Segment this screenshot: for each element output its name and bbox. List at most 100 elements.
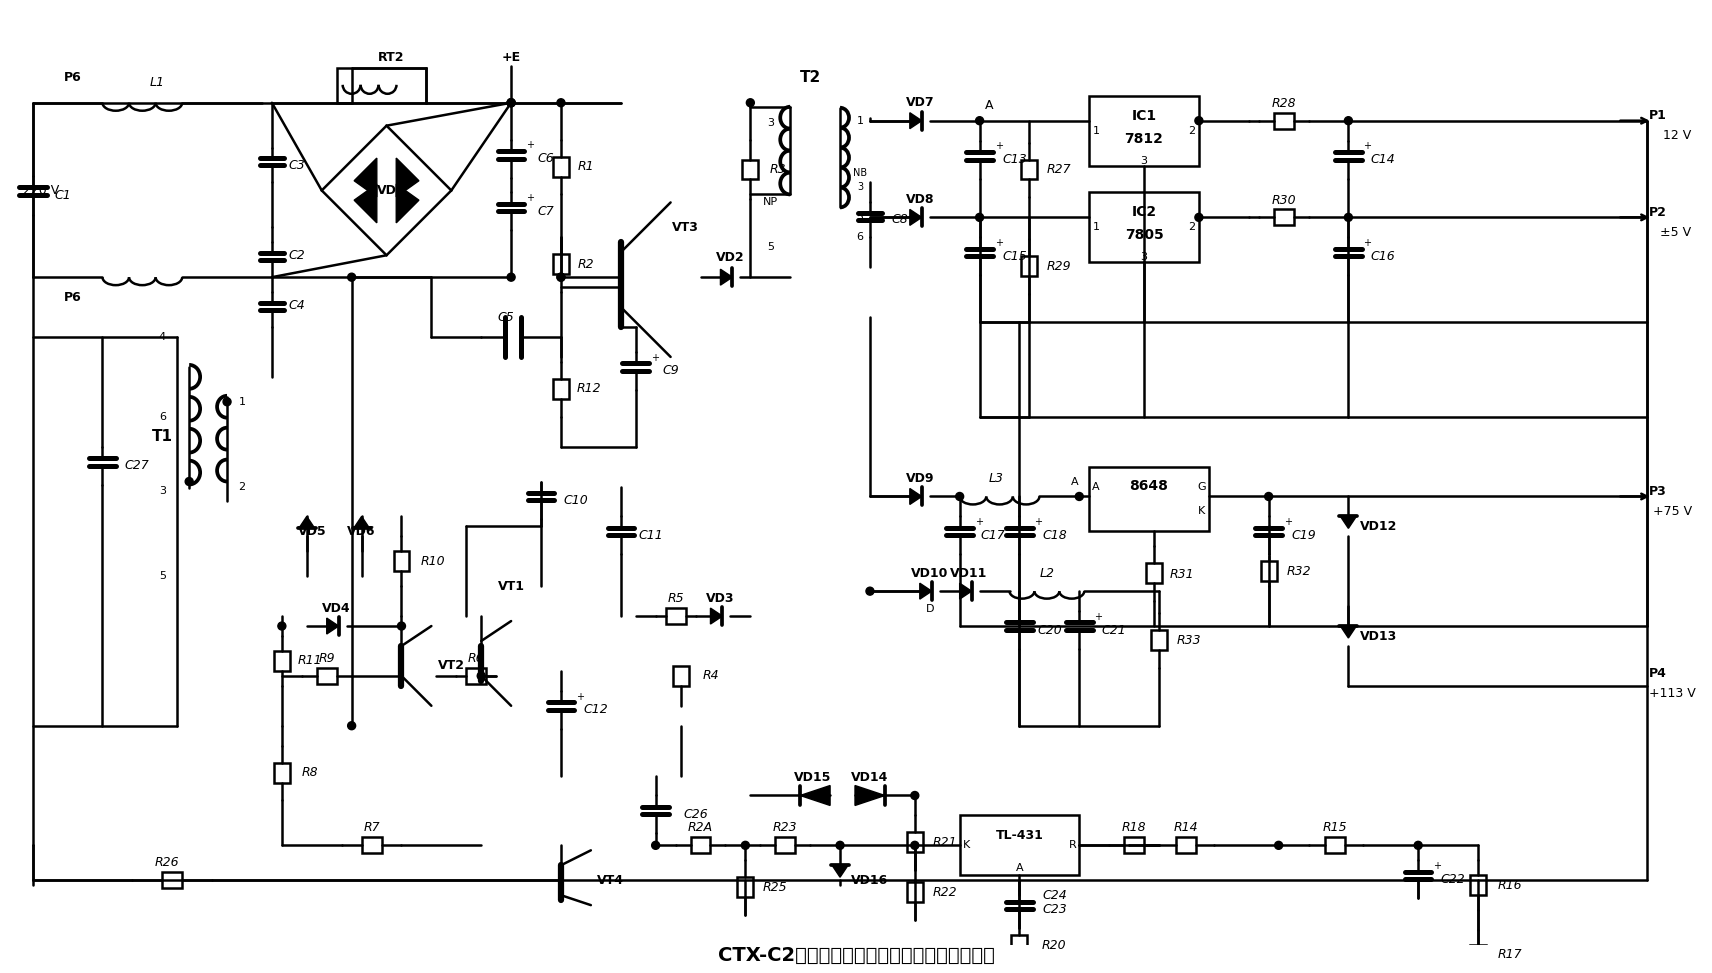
Text: C11: C11 bbox=[639, 529, 663, 542]
Text: R4: R4 bbox=[702, 669, 719, 682]
Text: R12: R12 bbox=[577, 382, 601, 395]
Text: L2: L2 bbox=[1039, 566, 1055, 580]
Text: R17: R17 bbox=[1498, 949, 1522, 961]
Text: C8: C8 bbox=[892, 213, 909, 226]
Text: R5: R5 bbox=[668, 592, 683, 604]
Text: A: A bbox=[1092, 482, 1101, 491]
Text: 2: 2 bbox=[238, 482, 245, 491]
Text: VD15: VD15 bbox=[793, 771, 830, 784]
Text: VD14: VD14 bbox=[851, 771, 889, 784]
Text: VD3: VD3 bbox=[705, 592, 734, 604]
Text: R33: R33 bbox=[1176, 633, 1202, 646]
Circle shape bbox=[746, 99, 755, 107]
Bar bbox=[960, 815, 1079, 876]
Text: R21: R21 bbox=[933, 836, 957, 848]
Bar bbox=[466, 667, 486, 684]
Text: VD9: VD9 bbox=[906, 472, 935, 485]
Text: K: K bbox=[964, 841, 971, 850]
Text: C26: C26 bbox=[683, 808, 707, 821]
Text: R28: R28 bbox=[1272, 97, 1296, 110]
Text: C10: C10 bbox=[563, 494, 589, 507]
Text: 5: 5 bbox=[767, 242, 774, 252]
Text: +75 V: +75 V bbox=[1652, 505, 1691, 518]
Text: +E: +E bbox=[502, 52, 520, 64]
Bar bbox=[1274, 209, 1294, 226]
Text: K: K bbox=[1198, 506, 1205, 517]
Polygon shape bbox=[395, 184, 419, 223]
Polygon shape bbox=[721, 270, 733, 285]
Polygon shape bbox=[300, 517, 315, 528]
Text: 1: 1 bbox=[856, 116, 863, 126]
Text: 3: 3 bbox=[159, 486, 166, 496]
Text: 2: 2 bbox=[1188, 126, 1195, 135]
Text: C6: C6 bbox=[538, 152, 555, 165]
Circle shape bbox=[1265, 492, 1272, 500]
Bar bbox=[553, 254, 568, 274]
Text: R30: R30 bbox=[1272, 194, 1296, 207]
Text: A: A bbox=[1070, 477, 1079, 486]
Polygon shape bbox=[395, 158, 419, 197]
Text: TL-431: TL-431 bbox=[996, 829, 1043, 842]
Polygon shape bbox=[854, 785, 885, 806]
Text: R23: R23 bbox=[772, 821, 798, 834]
Text: VD1: VD1 bbox=[377, 184, 406, 197]
Circle shape bbox=[507, 99, 515, 107]
Bar bbox=[361, 838, 382, 853]
Polygon shape bbox=[909, 209, 921, 226]
Text: C2: C2 bbox=[288, 249, 305, 262]
Text: 3: 3 bbox=[767, 118, 774, 127]
Text: R29: R29 bbox=[1048, 260, 1072, 272]
Text: D: D bbox=[926, 604, 935, 614]
Text: C18: C18 bbox=[1043, 529, 1067, 542]
Text: 5: 5 bbox=[159, 571, 166, 581]
Circle shape bbox=[1195, 117, 1204, 125]
Text: C15: C15 bbox=[1002, 250, 1027, 263]
Text: 4: 4 bbox=[159, 332, 166, 342]
Text: R15: R15 bbox=[1323, 821, 1347, 834]
Text: 2: 2 bbox=[1188, 223, 1195, 233]
Bar bbox=[1089, 193, 1198, 263]
Text: C7: C7 bbox=[538, 205, 555, 218]
Bar bbox=[673, 666, 688, 686]
Text: 6: 6 bbox=[856, 233, 863, 242]
Bar bbox=[1089, 467, 1209, 531]
Text: +: + bbox=[974, 517, 983, 527]
Text: R2: R2 bbox=[577, 258, 594, 270]
Text: R31: R31 bbox=[1169, 567, 1195, 581]
Text: +: + bbox=[995, 238, 1003, 248]
Text: VT4: VT4 bbox=[597, 874, 625, 886]
Bar bbox=[274, 651, 289, 671]
Bar bbox=[1125, 838, 1144, 853]
Text: NB: NB bbox=[853, 167, 866, 177]
Circle shape bbox=[1344, 213, 1352, 222]
Text: +: + bbox=[995, 141, 1003, 152]
Text: VD16: VD16 bbox=[851, 874, 889, 886]
Text: VD4: VD4 bbox=[322, 601, 351, 615]
Bar bbox=[1471, 945, 1486, 965]
Polygon shape bbox=[1340, 517, 1356, 528]
Circle shape bbox=[976, 117, 984, 125]
Circle shape bbox=[911, 791, 919, 800]
Text: 220 V: 220 V bbox=[22, 184, 58, 197]
Text: R2A: R2A bbox=[688, 821, 714, 834]
Text: +: + bbox=[1094, 612, 1103, 622]
Text: 1: 1 bbox=[238, 397, 245, 407]
Text: A: A bbox=[986, 99, 993, 112]
Text: 6: 6 bbox=[159, 412, 166, 421]
Bar bbox=[907, 883, 923, 902]
Text: +: + bbox=[1433, 861, 1442, 871]
Text: R16: R16 bbox=[1498, 879, 1522, 891]
Text: VT2: VT2 bbox=[438, 660, 466, 672]
Text: P1: P1 bbox=[1649, 109, 1666, 123]
Text: 5: 5 bbox=[856, 212, 863, 223]
Bar bbox=[553, 157, 568, 176]
Text: +113 V: +113 V bbox=[1649, 687, 1695, 701]
Text: VD12: VD12 bbox=[1359, 520, 1397, 533]
Circle shape bbox=[1344, 117, 1352, 125]
Text: 3: 3 bbox=[1140, 252, 1147, 263]
Text: VD10: VD10 bbox=[911, 566, 948, 580]
Text: VD8: VD8 bbox=[906, 193, 935, 206]
Text: C3: C3 bbox=[288, 159, 305, 172]
Text: 8648: 8648 bbox=[1130, 480, 1169, 493]
Circle shape bbox=[556, 273, 565, 281]
